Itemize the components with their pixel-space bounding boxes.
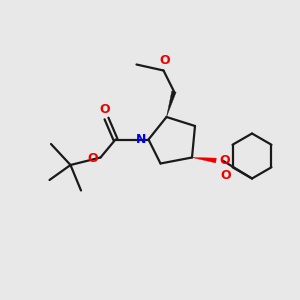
- Text: N: N: [136, 133, 146, 146]
- Text: O: O: [87, 152, 98, 166]
- Text: O: O: [220, 169, 231, 182]
- Polygon shape: [167, 91, 176, 117]
- Polygon shape: [192, 158, 216, 163]
- Text: O: O: [220, 154, 230, 167]
- Text: O: O: [160, 55, 170, 68]
- Text: O: O: [100, 103, 110, 116]
